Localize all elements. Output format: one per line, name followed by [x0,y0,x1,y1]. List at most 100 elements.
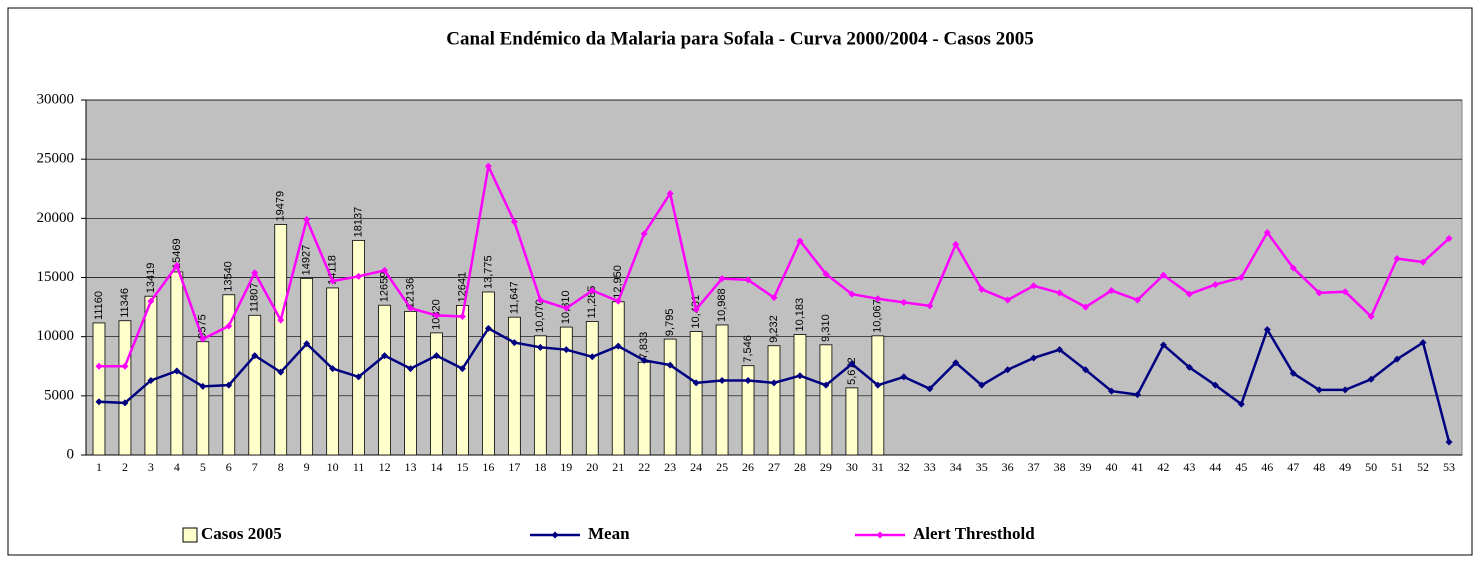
bar [585,321,599,456]
marker [588,353,596,361]
x-tick-label: 53 [1443,460,1455,474]
legend-label: Casos 2005 [201,524,282,543]
y-tick-label: 0 [67,446,75,462]
x-tick-label: 19 [560,460,572,474]
marker [1030,282,1038,290]
bar [715,324,729,456]
marker [1185,290,1193,298]
marker [199,382,207,390]
marker [718,275,726,283]
marker [121,399,129,407]
marker [1004,296,1012,304]
x-tick-label: 28 [794,460,806,474]
marker [432,311,440,319]
y-tick-label: 5000 [44,387,74,403]
data-label: 12136 [404,278,416,309]
bar [845,387,859,456]
x-tick-label: 3 [148,460,154,474]
data-label: 10,183 [794,298,806,332]
x-tick-label: 33 [924,460,936,474]
data-label: 10,988 [716,288,728,322]
marker [1082,303,1090,311]
marker [1419,258,1427,266]
marker [381,352,389,360]
data-label: 9,232 [768,315,780,343]
bar [793,334,807,456]
marker [251,352,259,360]
marker [277,368,285,376]
marker [173,367,181,375]
marker [614,297,622,305]
x-tick-label: 5 [200,460,206,474]
y-tick-label: 25000 [37,151,75,167]
marker [355,373,363,381]
marker [588,287,596,295]
marker [640,230,648,238]
data-label: 11346 [119,288,131,318]
marker [1056,346,1064,354]
marker [536,343,544,351]
x-tick-label: 37 [1028,460,1040,474]
bar [222,294,236,456]
x-tick-label: 24 [690,460,702,474]
marker [1185,363,1193,371]
marker [1315,386,1323,394]
marker [147,376,155,384]
x-tick-label: 36 [1002,460,1014,474]
x-tick-label: 16 [482,460,494,474]
x-tick-label: 40 [1106,460,1118,474]
data-label: 9,795 [664,309,676,337]
bar [482,291,495,456]
marker [692,379,700,387]
marker [666,361,674,369]
bar [533,335,547,456]
marker [1133,296,1141,304]
marker [1341,386,1349,394]
marker [926,385,934,393]
bar [196,341,210,456]
marker [1367,313,1375,321]
x-tick-label: 46 [1261,460,1273,474]
x-tick-label: 27 [768,460,780,474]
x-tick-label: 50 [1365,460,1377,474]
marker [1315,289,1323,297]
marker [900,298,908,306]
bar [144,295,158,456]
marker [978,285,986,293]
marker [1159,271,1167,279]
marker [510,218,518,226]
legend-label: Alert Thresthold [913,524,1035,543]
x-tick-label: 6 [226,460,232,474]
bar [274,224,288,456]
marker [536,296,544,304]
marker [1211,381,1219,389]
x-tick-label: 52 [1417,460,1429,474]
marker [770,294,778,302]
data-label: 13,775 [482,255,494,289]
bar [430,332,443,456]
x-tick-label: 25 [716,460,728,474]
marker [562,346,570,354]
marker [484,324,492,332]
x-tick-label: 43 [1183,460,1195,474]
x-tick-label: 17 [508,460,520,474]
marker [329,277,337,285]
data-label: 11807 [249,283,261,313]
marker [952,359,960,367]
data-label: 10,070 [534,299,546,333]
marker [407,365,415,373]
bar [637,361,651,456]
x-tick-label: 7 [252,460,258,474]
x-tick-label: 8 [278,460,284,474]
marker [952,240,960,248]
legend-swatch [182,527,198,543]
marker [1367,375,1375,383]
x-tick-label: 1 [96,460,102,474]
data-label: 15469 [171,238,183,269]
bar [689,331,703,456]
x-tick-label: 18 [534,460,546,474]
bar [404,310,417,456]
x-tick-label: 4 [174,460,180,474]
marker [1263,326,1271,334]
